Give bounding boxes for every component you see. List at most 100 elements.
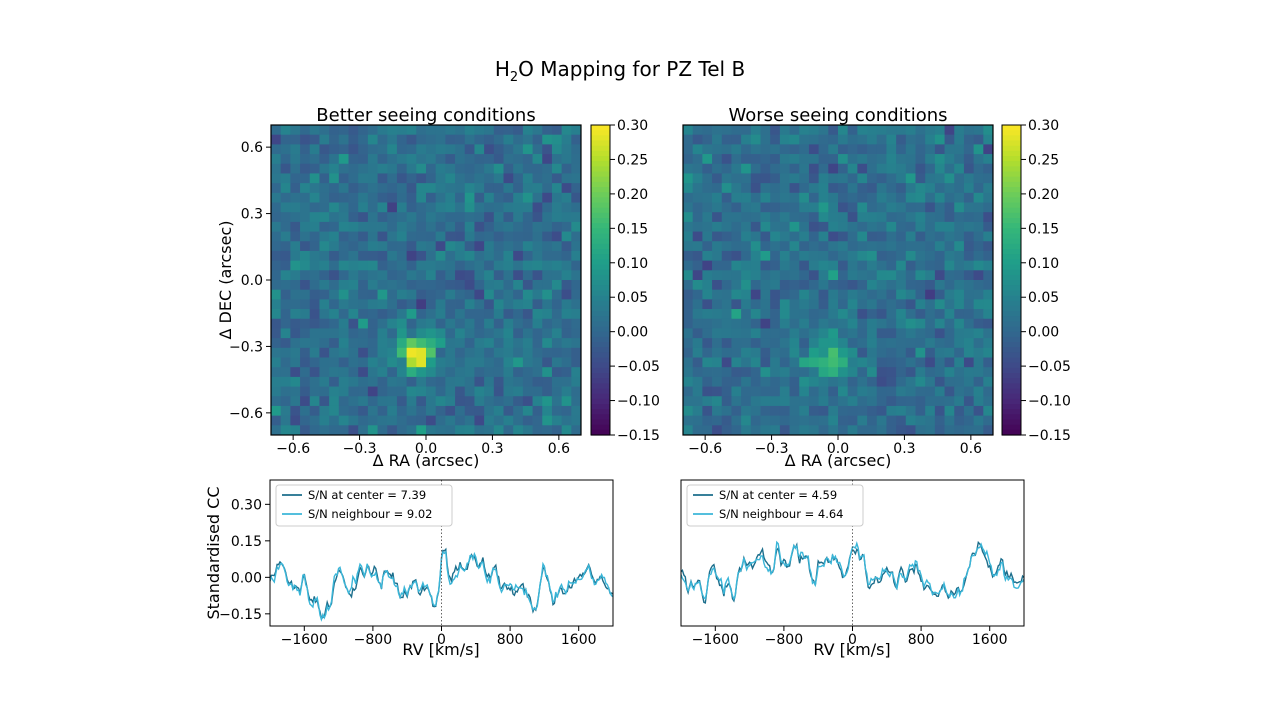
heatmap-cell: [683, 425, 694, 436]
heatmap-cell: [828, 134, 839, 145]
heatmap-cell: [377, 134, 388, 145]
heatmap-cell: [532, 125, 543, 136]
heatmap-cell: [493, 134, 504, 145]
heatmap-xlabel-better: Δ RA (arcsec): [373, 451, 480, 470]
heatmap-cell: [522, 376, 533, 387]
heatmap-cell: [760, 212, 771, 223]
heatmap-cell: [551, 231, 563, 242]
heatmap-cell: [828, 260, 839, 271]
heatmap-cell: [925, 241, 936, 252]
heatmap-cell: [367, 250, 378, 262]
colorbar-segment: [1002, 218, 1021, 224]
heatmap-cell: [828, 299, 839, 310]
heatmap-cell: [770, 154, 781, 165]
heatmap-cell: [387, 386, 398, 397]
heatmap-cell: [532, 386, 543, 397]
heatmap-cell: [721, 144, 732, 155]
heatmap-cell: [542, 396, 553, 407]
heatmap-cell: [455, 192, 466, 203]
heatmap-cell: [799, 357, 810, 368]
heatmap-cell: [396, 241, 408, 252]
heatmap-cell: [702, 192, 713, 203]
heatmap-cell: [416, 173, 427, 184]
heatmap-cell: [464, 202, 475, 213]
heatmap-cell: [513, 241, 524, 252]
heatmap-cell: [828, 347, 839, 358]
heatmap-cell: [551, 328, 563, 339]
heatmap-cell: [760, 367, 771, 378]
heatmap-cell: [779, 212, 790, 223]
heatmap-cell: [280, 231, 291, 242]
heatmap-cell: [692, 192, 703, 203]
heatmap-cell: [396, 309, 408, 320]
heatmap-cell: [387, 202, 398, 213]
heatmap-cell: [847, 386, 858, 397]
heatmap-cell: [818, 125, 829, 136]
heatmap-cell: [779, 425, 790, 436]
heatmap-cell: [532, 367, 543, 378]
colorbar-tick-label: 0.20: [617, 187, 648, 203]
heatmap-cell: [387, 367, 398, 378]
heatmap-cell: [692, 202, 703, 213]
x-tick-label: 0.3: [893, 441, 915, 457]
heatmap-cell: [712, 357, 723, 368]
heatmap-cell: [770, 221, 781, 232]
heatmap-cell: [741, 241, 752, 252]
heatmap-cell: [474, 202, 485, 213]
colorbar-segment: [591, 280, 610, 286]
heatmap-cell: [818, 212, 829, 223]
heatmap-cell: [731, 405, 742, 417]
heatmap-cell: [319, 357, 330, 368]
heatmap-cell: [358, 280, 369, 291]
heatmap-cell: [867, 260, 878, 271]
heatmap-cell: [983, 250, 994, 262]
heatmap-cell: [396, 347, 408, 358]
heatmap-cell: [426, 144, 437, 155]
heatmap-cell: [750, 241, 761, 252]
heatmap-cell: [464, 396, 475, 407]
heatmap-cell: [348, 357, 359, 368]
heatmap-cell: [367, 144, 378, 155]
heatmap-cell: [973, 367, 984, 378]
heatmap-cell: [789, 125, 800, 136]
heatmap-cell: [416, 280, 427, 291]
heatmap-cell: [571, 328, 582, 339]
heatmap-cell: [377, 154, 388, 165]
heatmap-cell: [271, 125, 282, 136]
heatmap-cell: [925, 347, 936, 358]
heatmap-cell: [915, 125, 926, 136]
heatmap-cell: [838, 415, 849, 426]
y-tick-label: 0.0: [241, 273, 263, 289]
heatmap-cell: [280, 289, 291, 300]
heatmap-cell: [789, 250, 800, 262]
heatmap-cell: [857, 338, 868, 349]
heatmap-cell: [712, 231, 723, 242]
heatmap-cell: [808, 212, 820, 223]
heatmap-cell: [983, 173, 994, 184]
heatmap-cell: [741, 396, 752, 407]
heatmap-cell: [770, 183, 781, 194]
heatmap-cell: [973, 289, 984, 300]
heatmap-cell: [915, 376, 926, 387]
heatmap-cell: [702, 221, 713, 232]
heatmap-cell: [338, 260, 349, 271]
colorbar-segment: [1002, 166, 1021, 173]
heatmap-cell: [551, 270, 563, 281]
heatmap-cell: [876, 425, 887, 436]
heatmap-cell: [445, 192, 456, 203]
heatmap-cell: [770, 289, 781, 300]
colorbar-frame: [590, 124, 611, 436]
heatmap-cell: [367, 309, 378, 320]
heatmap-cell: [750, 250, 761, 262]
heatmap-cell: [915, 212, 926, 223]
heatmap-cell: [290, 396, 301, 407]
colorbar-segment: [1002, 316, 1021, 322]
colorbar-segment: [591, 342, 610, 348]
heatmap-cell: [838, 405, 849, 417]
heatmap-cell: [484, 154, 495, 165]
heatmap-cell: [963, 231, 975, 242]
colorbar-segment: [1002, 150, 1021, 157]
heatmap-cell: [789, 405, 800, 417]
heatmap-cell: [954, 221, 965, 232]
heatmap-cell: [290, 250, 301, 262]
